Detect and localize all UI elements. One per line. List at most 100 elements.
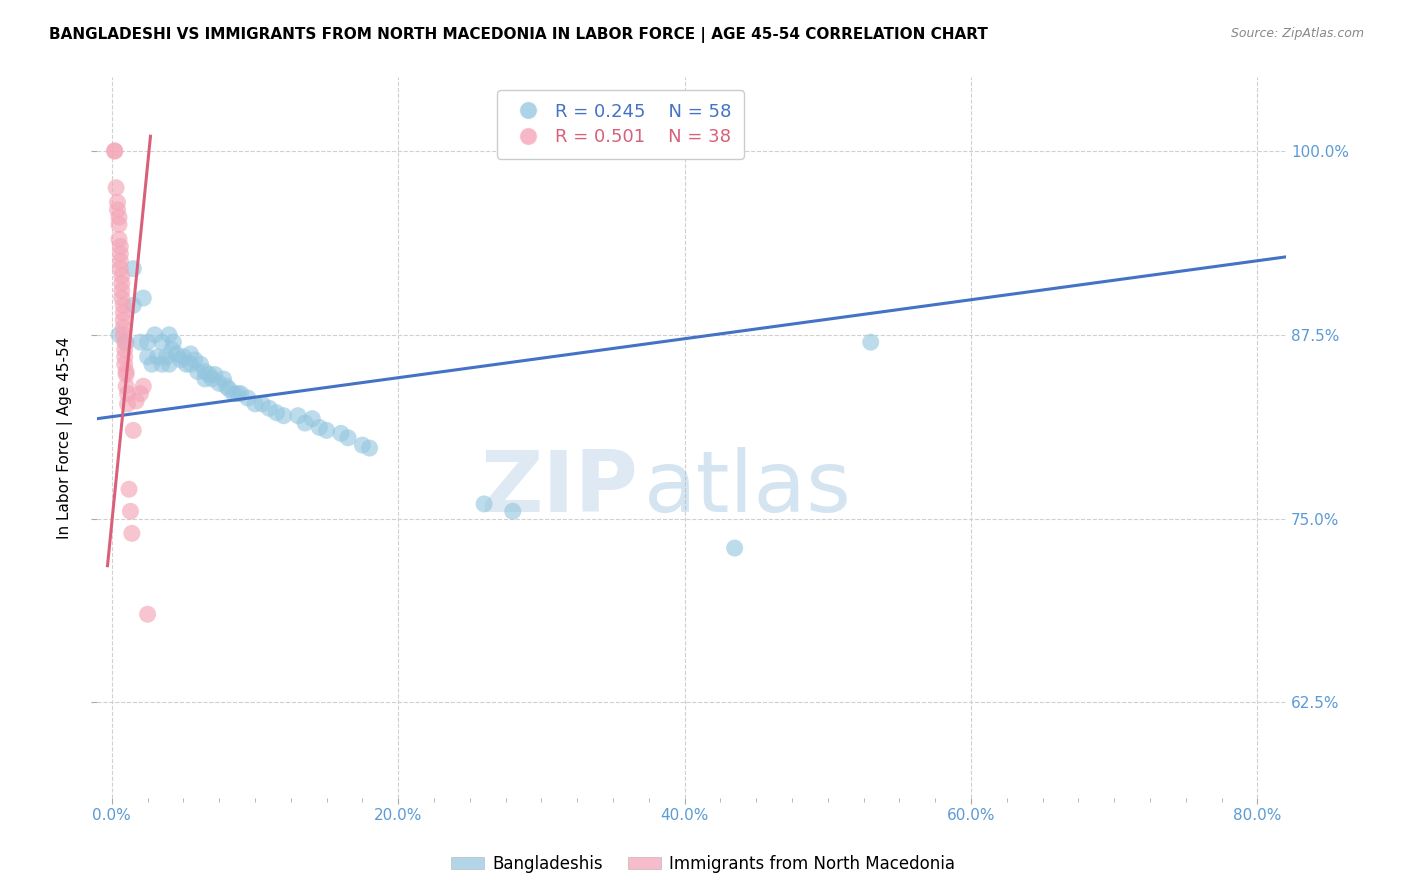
- Point: [243, 397, 266, 411]
- Point: [236, 391, 259, 405]
- Point: [110, 247, 132, 261]
- Point: [120, 504, 142, 518]
- Point: [169, 352, 191, 367]
- Point: [162, 335, 184, 350]
- Point: [229, 386, 252, 401]
- Point: [129, 386, 152, 401]
- Point: [112, 320, 135, 334]
- Point: [107, 202, 129, 217]
- Point: [160, 343, 183, 357]
- Point: [308, 420, 330, 434]
- Point: [141, 357, 163, 371]
- Point: [187, 365, 209, 379]
- Point: [125, 394, 148, 409]
- Point: [114, 343, 136, 357]
- Y-axis label: In Labor Force | Age 45-54: In Labor Force | Age 45-54: [58, 336, 73, 539]
- Point: [118, 482, 141, 496]
- Point: [215, 379, 238, 393]
- Point: [724, 541, 747, 555]
- Point: [114, 350, 136, 364]
- Point: [165, 347, 187, 361]
- Point: [194, 365, 217, 379]
- Point: [112, 327, 135, 342]
- Point: [218, 382, 240, 396]
- Point: [266, 406, 288, 420]
- Point: [108, 327, 131, 342]
- Point: [146, 350, 169, 364]
- Point: [115, 365, 138, 379]
- Legend: Bangladeshis, Immigrants from North Macedonia: Bangladeshis, Immigrants from North Mace…: [444, 848, 962, 880]
- Point: [115, 368, 138, 382]
- Point: [129, 335, 152, 350]
- Point: [352, 438, 374, 452]
- Point: [132, 291, 155, 305]
- Point: [226, 386, 249, 401]
- Point: [184, 352, 207, 367]
- Point: [136, 350, 159, 364]
- Point: [172, 350, 194, 364]
- Point: [174, 357, 197, 371]
- Point: [104, 144, 127, 158]
- Point: [859, 335, 882, 350]
- Point: [111, 268, 134, 283]
- Point: [194, 372, 217, 386]
- Point: [198, 368, 221, 382]
- Point: [157, 357, 180, 371]
- Point: [117, 386, 139, 401]
- Point: [121, 526, 143, 541]
- Point: [143, 327, 166, 342]
- Point: [359, 441, 381, 455]
- Point: [136, 607, 159, 622]
- Point: [110, 254, 132, 268]
- Point: [250, 397, 273, 411]
- Point: [112, 306, 135, 320]
- Text: ZIP: ZIP: [481, 447, 638, 530]
- Point: [122, 298, 145, 312]
- Point: [112, 298, 135, 312]
- Point: [150, 357, 173, 371]
- Point: [115, 335, 138, 350]
- Point: [190, 357, 212, 371]
- Legend: R = 0.245    N = 58, R = 0.501    N = 38: R = 0.245 N = 58, R = 0.501 N = 38: [496, 90, 744, 159]
- Point: [111, 291, 134, 305]
- Text: atlas: atlas: [644, 447, 852, 530]
- Point: [287, 409, 309, 423]
- Point: [157, 327, 180, 342]
- Point: [105, 180, 128, 194]
- Point: [204, 368, 226, 382]
- Text: BANGLADESHI VS IMMIGRANTS FROM NORTH MACEDONIA IN LABOR FORCE | AGE 45-54 CORREL: BANGLADESHI VS IMMIGRANTS FROM NORTH MAC…: [49, 27, 988, 43]
- Point: [180, 347, 202, 361]
- Point: [114, 357, 136, 371]
- Point: [108, 218, 131, 232]
- Point: [201, 372, 224, 386]
- Point: [111, 284, 134, 298]
- Point: [111, 277, 134, 291]
- Point: [315, 424, 337, 438]
- Point: [212, 372, 235, 386]
- Point: [180, 357, 202, 371]
- Point: [502, 504, 524, 518]
- Point: [301, 411, 323, 425]
- Point: [259, 401, 281, 416]
- Point: [273, 409, 295, 423]
- Point: [108, 210, 131, 224]
- Point: [112, 313, 135, 327]
- Point: [122, 261, 145, 276]
- Point: [104, 144, 127, 158]
- Point: [208, 376, 231, 391]
- Point: [114, 335, 136, 350]
- Point: [155, 350, 177, 364]
- Point: [222, 386, 245, 401]
- Point: [337, 431, 360, 445]
- Point: [117, 397, 139, 411]
- Point: [132, 379, 155, 393]
- Point: [472, 497, 495, 511]
- Point: [329, 426, 352, 441]
- Point: [122, 424, 145, 438]
- Point: [107, 195, 129, 210]
- Point: [110, 239, 132, 253]
- Point: [115, 379, 138, 393]
- Point: [150, 335, 173, 350]
- Point: [110, 261, 132, 276]
- Text: Source: ZipAtlas.com: Source: ZipAtlas.com: [1230, 27, 1364, 40]
